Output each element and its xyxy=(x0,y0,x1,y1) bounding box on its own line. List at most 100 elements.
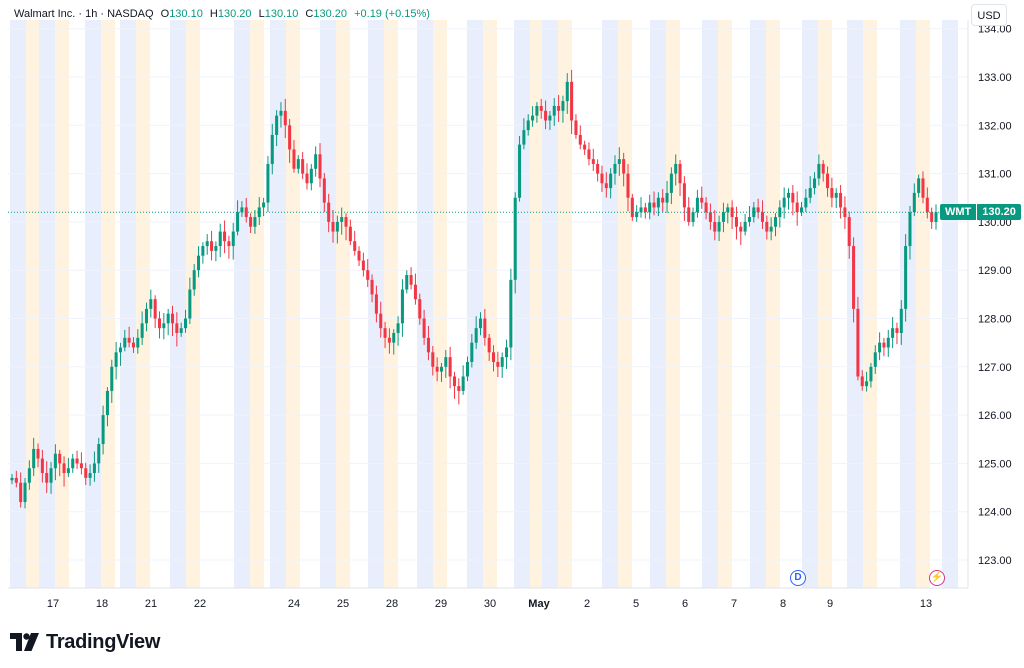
candle xyxy=(396,316,400,346)
candle-body xyxy=(236,212,240,232)
candle xyxy=(23,478,27,509)
candle-body xyxy=(413,284,417,300)
candle-body xyxy=(214,246,218,251)
tradingview-logo[interactable]: TradingView xyxy=(10,629,160,655)
candle-body xyxy=(865,381,869,387)
candle-body xyxy=(184,318,188,329)
candle xyxy=(678,160,682,196)
candle xyxy=(257,197,261,225)
afterhours-band xyxy=(270,20,286,588)
candle xyxy=(136,329,140,354)
candle xyxy=(92,451,96,482)
candle-body xyxy=(292,149,296,169)
candle-body xyxy=(387,337,391,343)
candle xyxy=(747,205,751,227)
candle-body xyxy=(327,202,331,222)
candle xyxy=(36,443,40,468)
symbol-legend: Walmart Inc. · 1h · NASDAQ O130.10 H130.… xyxy=(14,8,430,20)
candle-body xyxy=(205,241,209,247)
candle xyxy=(513,192,517,294)
candle-body xyxy=(695,197,699,213)
candle-body xyxy=(305,173,309,184)
candle-body xyxy=(249,217,253,227)
grid-lines xyxy=(8,28,968,561)
candle xyxy=(652,191,656,216)
candle-body xyxy=(548,115,552,121)
candle xyxy=(105,387,109,427)
candle xyxy=(639,197,643,218)
candle-body xyxy=(613,163,617,174)
currency-button[interactable]: USD xyxy=(971,4,1007,26)
y-tick-label: 128.00 xyxy=(978,314,1012,326)
candle-body xyxy=(635,212,639,218)
candle-body xyxy=(461,376,465,391)
candle-body xyxy=(36,448,40,459)
candle xyxy=(422,309,426,345)
afterhours-band xyxy=(85,20,101,588)
low-value: 130.10 xyxy=(264,8,299,20)
candle xyxy=(357,246,361,267)
candle-body xyxy=(201,246,205,256)
candle-body xyxy=(930,212,934,222)
candle-body xyxy=(895,328,899,333)
candle xyxy=(331,209,335,243)
candle xyxy=(782,187,786,219)
candle-body xyxy=(75,458,79,464)
candle xyxy=(353,230,357,256)
candle xyxy=(457,378,461,405)
candle xyxy=(32,437,36,477)
candle-body xyxy=(435,366,439,372)
x-tick-label: 9 xyxy=(827,598,833,610)
high-value: 130.20 xyxy=(217,8,252,20)
candle-body xyxy=(262,202,266,208)
candle xyxy=(175,312,179,347)
candle xyxy=(557,94,561,122)
afterhours-band xyxy=(10,20,26,588)
candle-body xyxy=(622,159,626,174)
candle-body xyxy=(791,192,795,203)
candle-body xyxy=(478,318,483,329)
candle-body xyxy=(583,144,587,150)
candle xyxy=(413,273,417,305)
candle-body xyxy=(899,308,903,333)
candle-body xyxy=(557,105,561,111)
candle-body xyxy=(630,197,634,218)
candle xyxy=(374,285,378,323)
afterhours-band xyxy=(750,20,766,588)
candle xyxy=(53,444,57,481)
candle xyxy=(123,329,127,352)
candle xyxy=(834,188,838,209)
candle-body xyxy=(752,207,756,218)
afterhours-band xyxy=(702,20,718,588)
candle-body xyxy=(23,482,27,503)
candle-body xyxy=(717,221,721,232)
candle-body xyxy=(652,202,656,208)
x-tick-label: 24 xyxy=(288,598,300,610)
close-label: C xyxy=(305,8,314,20)
candle xyxy=(912,183,916,217)
candle xyxy=(591,148,595,172)
candle-body xyxy=(409,275,413,285)
low-label: L xyxy=(258,8,265,20)
candle-body xyxy=(374,294,378,314)
candle-body xyxy=(357,250,361,261)
candle xyxy=(878,332,882,361)
earnings-marker[interactable]: ⚡ xyxy=(929,570,945,586)
candle-body xyxy=(626,173,630,198)
candle-body xyxy=(526,120,530,131)
candle xyxy=(682,176,686,221)
candle-body xyxy=(773,217,778,227)
candle xyxy=(236,200,240,236)
candle xyxy=(596,159,600,182)
premarket-band xyxy=(55,20,69,588)
dividend-marker[interactable]: D xyxy=(790,570,806,586)
candle-body xyxy=(422,318,426,338)
candle xyxy=(496,351,500,378)
candle-body xyxy=(348,226,352,242)
candle xyxy=(565,73,569,114)
candle-body xyxy=(175,323,179,333)
candle xyxy=(140,311,144,345)
candle-body xyxy=(661,197,665,203)
premarket-band xyxy=(666,20,680,588)
